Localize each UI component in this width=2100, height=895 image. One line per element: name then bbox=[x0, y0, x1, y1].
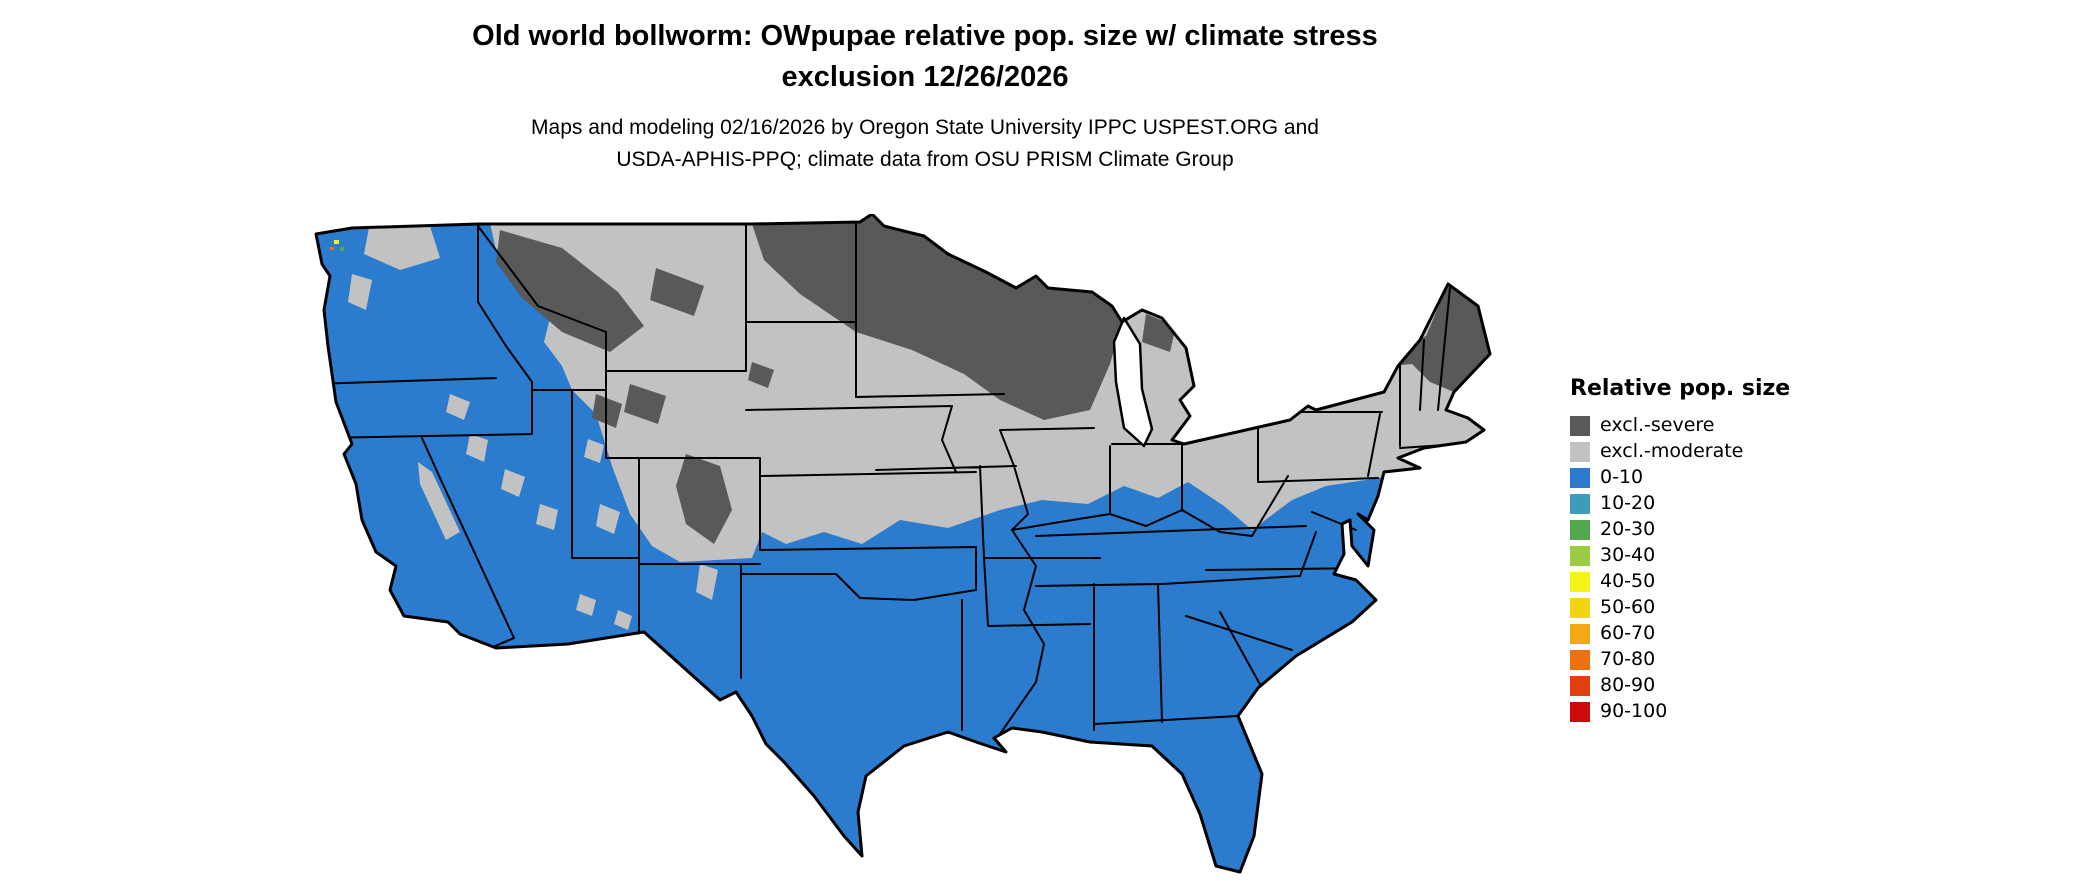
legend-item: excl.-severe bbox=[1570, 415, 1830, 436]
legend-swatch bbox=[1570, 545, 1590, 566]
legend-item-label: 10-20 bbox=[1600, 492, 1656, 514]
page-title-line2: exclusion 12/26/2026 bbox=[781, 61, 1069, 94]
legend-item: 40-50 bbox=[1570, 571, 1830, 592]
legend-item-label: 80-90 bbox=[1600, 674, 1656, 696]
legend: Relative pop. size excl.-severe excl.-mo… bbox=[1570, 376, 1830, 727]
legend-item-label: 50-60 bbox=[1600, 596, 1656, 618]
legend-swatch bbox=[1570, 493, 1590, 514]
legend-title: Relative pop. size bbox=[1570, 376, 1791, 401]
legend-item: 90-100 bbox=[1570, 701, 1830, 722]
us-map bbox=[300, 212, 1532, 890]
legend-item-label: 40-50 bbox=[1600, 570, 1656, 592]
legend-swatch-rect bbox=[1570, 571, 1590, 592]
legend-swatch-rect bbox=[1570, 441, 1590, 462]
legend-swatch-rect bbox=[1570, 467, 1590, 488]
speck-orange bbox=[330, 247, 334, 250]
speck-green bbox=[340, 247, 344, 251]
legend-item: 10-20 bbox=[1570, 493, 1830, 514]
legend-item: excl.-moderate bbox=[1570, 441, 1830, 462]
legend-swatch-rect bbox=[1570, 675, 1590, 696]
page-title-line1: Old world bollworm: OWpupae relative pop… bbox=[472, 20, 1378, 52]
legend-swatch bbox=[1570, 571, 1590, 592]
legend-swatch bbox=[1570, 701, 1590, 722]
legend-item: 20-30 bbox=[1570, 519, 1830, 540]
legend-swatch-rect bbox=[1570, 623, 1590, 644]
legend-swatch bbox=[1570, 467, 1590, 488]
legend-item-label: excl.-moderate bbox=[1600, 440, 1744, 462]
legend-item: 70-80 bbox=[1570, 649, 1830, 670]
lake-michigan bbox=[1112, 316, 1154, 448]
legend-swatch-rect bbox=[1570, 493, 1590, 514]
legend-swatch bbox=[1570, 441, 1590, 462]
legend-swatch-rect bbox=[1570, 701, 1590, 722]
legend-item: 30-40 bbox=[1570, 545, 1830, 566]
figure-header: Old world bollworm: OWpupae relative pop… bbox=[320, 16, 1530, 175]
speck-yellow bbox=[334, 240, 339, 244]
legend-swatch bbox=[1570, 649, 1590, 670]
legend-item: 50-60 bbox=[1570, 597, 1830, 618]
legend-item: 60-70 bbox=[1570, 623, 1830, 644]
legend-swatch bbox=[1570, 519, 1590, 540]
subtitle-line2: USDA-APHIS-PPQ; climate data from OSU PR… bbox=[616, 147, 1234, 171]
legend-item-label: 60-70 bbox=[1600, 622, 1656, 644]
subtitle-line1: Maps and modeling 02/16/2026 by Oregon S… bbox=[531, 116, 1319, 140]
legend-item-label: 70-80 bbox=[1600, 648, 1656, 670]
legend-item: 80-90 bbox=[1570, 675, 1830, 696]
legend-swatch bbox=[1570, 623, 1590, 644]
legend-swatch-rect bbox=[1570, 545, 1590, 566]
legend-item: 0-10 bbox=[1570, 467, 1830, 488]
legend-swatch-rect bbox=[1570, 597, 1590, 618]
state-borders bbox=[316, 221, 1461, 735]
legend-item-label: 30-40 bbox=[1600, 544, 1656, 566]
us-outline bbox=[314, 212, 1492, 874]
legend-swatch-rect bbox=[1570, 649, 1590, 670]
legend-swatch bbox=[1570, 415, 1590, 436]
legend-swatch bbox=[1570, 675, 1590, 696]
legend-item-label: 0-10 bbox=[1600, 466, 1644, 488]
legend-item-label: 20-30 bbox=[1600, 518, 1656, 540]
legend-item-label: excl.-severe bbox=[1600, 414, 1715, 436]
region-excl-moderate-patches bbox=[348, 222, 718, 630]
legend-item-label: 90-100 bbox=[1600, 700, 1668, 722]
legend-swatch-rect bbox=[1570, 519, 1590, 540]
us-choropleth-svg bbox=[314, 212, 1492, 874]
region-excl-severe bbox=[496, 214, 1490, 544]
figure-subtitle: Maps and modeling 02/16/2026 by Oregon S… bbox=[320, 112, 1530, 175]
legend-swatch bbox=[1570, 597, 1590, 618]
legend-swatch-rect bbox=[1570, 415, 1590, 436]
